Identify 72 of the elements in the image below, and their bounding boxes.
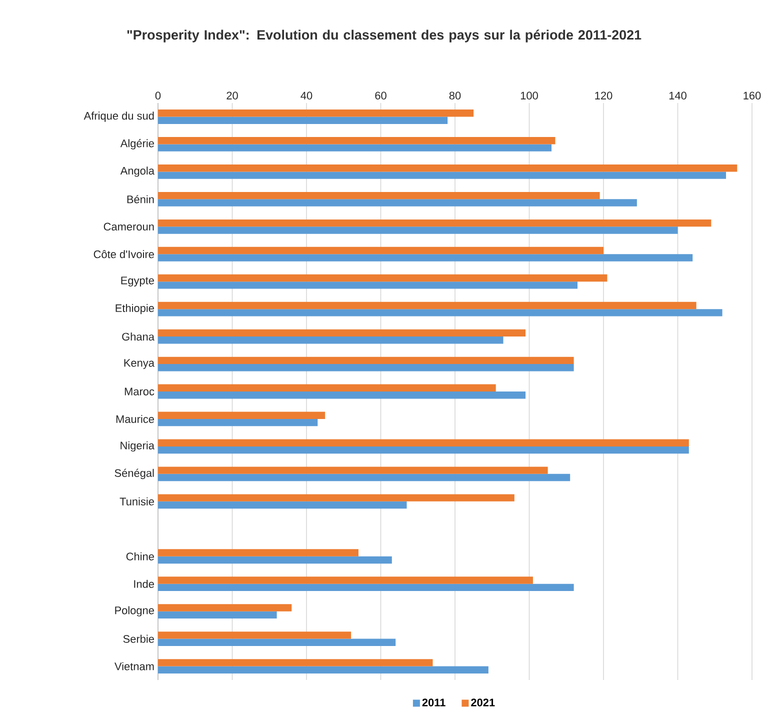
bar [158,282,578,289]
bar [158,446,689,454]
bar [158,418,318,426]
y-tick-label: Tunisie [120,497,154,506]
bar [158,336,504,344]
y-tick-label: Vietnam [114,662,154,670]
bar [158,576,533,584]
bar [158,246,604,254]
legend-label: 2021 [471,698,495,706]
bar [158,309,722,316]
bar [158,364,574,372]
x-tick-label: 60 [375,92,386,100]
y-tick-label: Maroc [124,388,154,396]
bar [158,226,678,234]
bar [158,199,637,206]
y-tick-label: Ghana [122,332,154,341]
y-tick-label: Côte d'Ivoire [94,250,154,258]
bar [158,192,600,200]
bar [158,254,693,262]
bar [158,501,407,509]
y-tick-label: Inde [134,580,154,588]
x-tick-label: 100 [520,92,538,100]
bar [158,384,496,392]
bar [158,556,392,564]
bar [158,172,726,179]
bar [158,439,689,446]
y-tick-label: Sénégal [114,468,154,480]
y-tick-label: Kenya [124,359,154,369]
x-tick-label: 0 [155,92,161,100]
legend-label: 2011 [422,698,446,706]
bar [158,549,358,556]
bar [158,604,292,612]
x-tick-label: 20 [226,92,238,100]
y-tick-label: Angola [120,166,154,177]
bar [158,632,352,639]
x-tick-label: 120 [595,92,612,100]
y-tick-label: Algérie [120,139,154,150]
x-tick-label: 160 [744,92,761,100]
bar [158,302,696,310]
bar [158,164,738,172]
y-tick-label: Egypte [121,276,154,286]
bar [158,412,326,419]
bar [158,611,277,619]
bar [158,137,556,144]
bar [158,219,712,227]
bar [158,144,552,152]
bar [158,392,526,399]
y-tick-label: Pologne [115,606,154,616]
bar [158,474,570,482]
y-tick-label: Ethiopie [116,304,154,314]
y-tick-label: Nigeria [120,441,154,452]
bar [158,116,448,124]
bar [158,638,396,646]
bar [158,329,526,337]
x-tick-label: 40 [300,92,312,100]
bar [158,466,548,474]
y-tick-label: Afrique du sud [84,112,154,122]
bar [158,110,474,117]
bar [158,274,608,282]
x-tick-label: 140 [669,92,686,100]
bar [158,356,574,364]
y-tick-label: Bénin [127,195,154,204]
bar [158,494,514,502]
y-tick-label: Serbie [123,634,154,643]
chart-title: "Prosperity Index": Evolution du classement des pays sur la période 2011-2021 [127,30,642,42]
y-tick-label: Chine [126,552,154,560]
x-tick-label: 80 [449,92,461,100]
y-tick-label: Maurice [116,414,154,424]
bar [158,584,574,592]
y-tick-label: Cameroun [104,222,154,231]
bar [158,659,433,666]
bar [158,666,488,674]
